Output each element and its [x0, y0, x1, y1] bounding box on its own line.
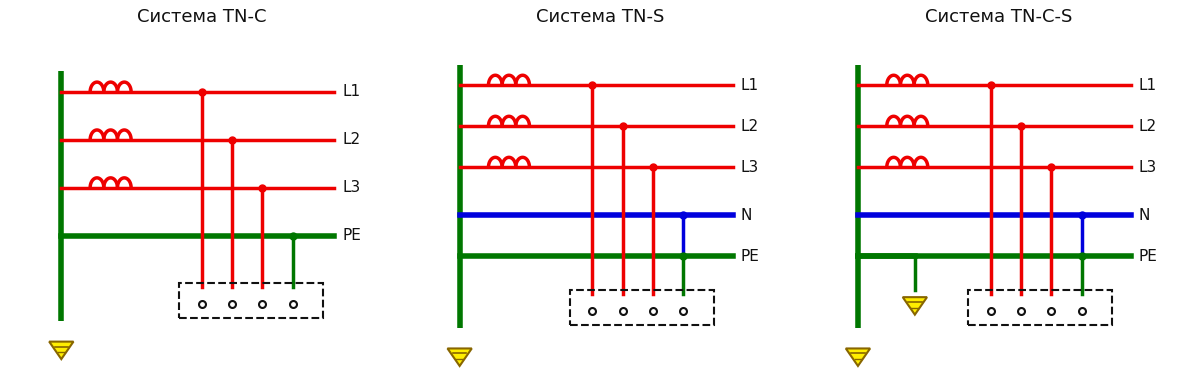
- Bar: [570, 290, 714, 325]
- Text: L2: L2: [740, 119, 758, 134]
- Text: L1: L1: [1139, 78, 1157, 93]
- Text: N: N: [1139, 207, 1150, 223]
- Bar: [968, 290, 1112, 325]
- Text: L3: L3: [740, 160, 758, 175]
- Text: L2: L2: [1139, 119, 1157, 134]
- Text: N: N: [740, 207, 751, 223]
- Bar: [179, 283, 323, 318]
- Polygon shape: [846, 348, 870, 366]
- Text: PE: PE: [342, 228, 361, 243]
- Title: Система TN-C: Система TN-C: [137, 8, 266, 26]
- Title: Система TN-S: Система TN-S: [536, 8, 664, 26]
- Text: L3: L3: [1139, 160, 1157, 175]
- Title: Система TN-C-S: Система TN-C-S: [925, 8, 1072, 26]
- Polygon shape: [448, 348, 472, 366]
- Text: PE: PE: [740, 249, 760, 264]
- Text: L3: L3: [342, 180, 360, 195]
- Polygon shape: [902, 297, 928, 315]
- Text: L1: L1: [740, 78, 758, 93]
- Text: L2: L2: [342, 132, 360, 147]
- Text: L1: L1: [342, 84, 360, 100]
- Text: PE: PE: [1139, 249, 1158, 264]
- Polygon shape: [49, 342, 73, 359]
